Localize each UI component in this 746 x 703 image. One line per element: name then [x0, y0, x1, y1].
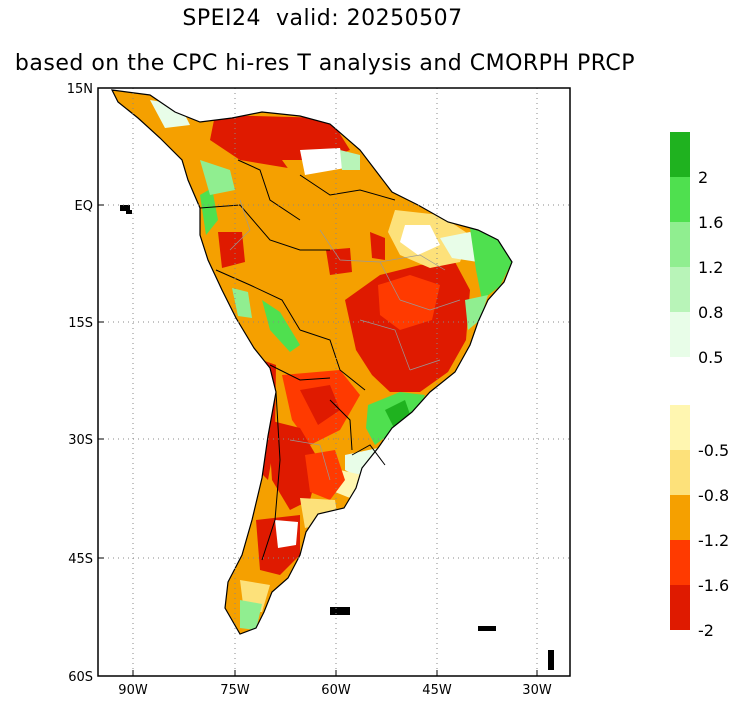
legend_wet-swatch-4	[670, 312, 690, 357]
lon-label-60w: 60W	[321, 683, 351, 698]
legend_dry-label-3: -1.6	[698, 576, 729, 595]
lon-label-90w: 90W	[118, 683, 148, 698]
lat-lon-grid	[98, 88, 570, 676]
legend_wet-label-3: 0.8	[698, 303, 723, 322]
legend_dry-label-1: -0.8	[698, 486, 729, 505]
legend-wet: 2 1.6 1.2 0.8 0.5	[670, 132, 723, 367]
legend_wet-swatch-2	[670, 222, 690, 267]
lat-label-eq: EQ	[75, 199, 93, 214]
legend_wet-label-0: 2	[698, 168, 708, 187]
legend_dry-swatch-4	[670, 585, 690, 630]
legend_wet-label-2: 1.2	[698, 258, 723, 277]
legend_dry-swatch-2	[670, 495, 690, 540]
legend_dry-label-2: -1.2	[698, 531, 729, 550]
legend_wet-swatch-1	[670, 177, 690, 222]
legend_dry-label-0: -0.5	[698, 441, 729, 460]
legend_wet-label-1: 1.6	[698, 213, 723, 232]
legend_wet-swatch-0	[670, 132, 690, 177]
map-subtitle: based on the CPC hi-res T analysis and C…	[14, 51, 636, 76]
axis-ticks	[98, 87, 538, 677]
legend_dry-swatch-0	[670, 405, 690, 450]
lat-label-45s: 45S	[68, 552, 93, 567]
lat-label-15n: 15N	[67, 82, 93, 97]
lat-label-15s: 15S	[68, 316, 93, 331]
legend_wet-label-4: 0.5	[698, 348, 723, 367]
legend-dry: -0.5 -0.8 -1.2 -1.6 -2	[670, 405, 729, 640]
lon-label-30w: 30W	[522, 683, 552, 698]
map-title: SPEI24 valid: 20250507	[182, 6, 463, 31]
country-borders	[199, 159, 396, 561]
map-frame	[97, 87, 571, 677]
lat-label-30s: 30S	[68, 433, 93, 448]
legend_dry-swatch-3	[670, 540, 690, 585]
legend_dry-swatch-1	[670, 450, 690, 495]
islands	[120, 205, 554, 670]
legend_dry-label-4: -2	[698, 621, 714, 640]
legend_wet-swatch-3	[670, 267, 690, 312]
state-borders	[229, 199, 461, 481]
lon-label-45w: 45W	[422, 683, 452, 698]
lat-label-60s: 60S	[68, 670, 93, 685]
lon-label-75w: 75W	[220, 683, 250, 698]
